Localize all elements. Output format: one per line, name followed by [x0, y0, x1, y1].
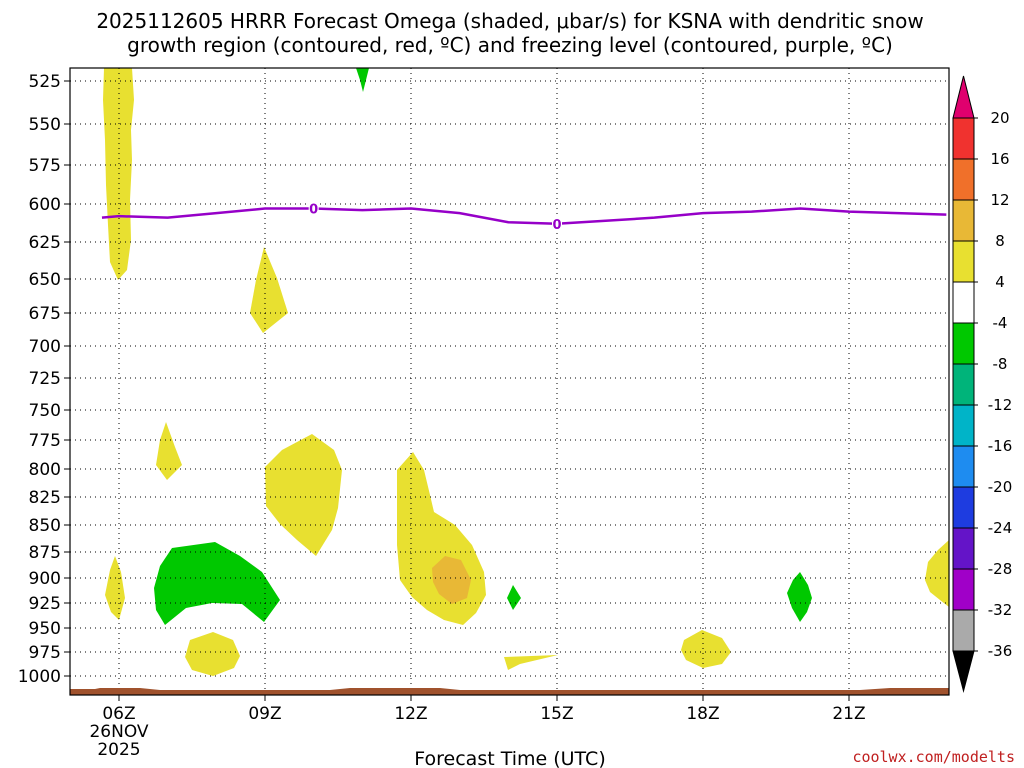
omega-region-ascent-14z-lower: [504, 655, 558, 670]
colorbar-label: 20: [990, 109, 1009, 127]
colorbar-segment: [952, 363, 975, 406]
x-tick-label: 12Z: [394, 704, 427, 724]
omega-region-ascent-23z: [925, 540, 949, 607]
y-tick-label: 600: [29, 195, 61, 215]
colorbar-label: -8: [993, 355, 1008, 373]
y-tick-label: 1000: [18, 667, 61, 687]
colorbar-segment: [952, 404, 975, 447]
colorbar-label: -4: [993, 314, 1008, 332]
plot-area: 00: [69, 67, 950, 696]
credit-text: coolwx.com/modelts: [852, 748, 1015, 766]
colorbar-segment: [952, 117, 975, 160]
colorbar-cap-bottom: [952, 650, 975, 693]
x-date-label-year: 2025: [97, 740, 140, 760]
y-tick-label: 850: [29, 516, 61, 536]
omega-region-descent-07z-09z: [154, 542, 280, 625]
x-tick-label: 21Z: [832, 704, 865, 724]
y-tick-label: 725: [29, 369, 61, 389]
omega-region-ascent-08z-lower: [185, 632, 240, 676]
omega-region-ascent-18z-lower: [681, 630, 731, 668]
colorbar-label: -24: [988, 519, 1013, 537]
omega-region-ascent-06z-lower: [105, 556, 125, 620]
colorbar-label: -28: [988, 560, 1013, 578]
y-tick-label: 525: [29, 72, 61, 92]
omega-region-descent-11z-top: [356, 68, 369, 92]
y-tick-label: 825: [29, 488, 61, 508]
y-tick-label: 800: [29, 460, 61, 480]
x-axis: 06Z 09Z 12Z 15Z 18Z 21Z: [102, 695, 866, 724]
colorbar-label: 4: [995, 273, 1005, 291]
plot-frame: [69, 67, 950, 696]
omega-region-ascent-09z-upper: [250, 247, 288, 333]
colorbar-segment: [952, 445, 975, 488]
omega-region-descent-20z: [787, 572, 812, 622]
colorbar-label: -20: [988, 478, 1013, 496]
colorbar-label: -32: [988, 601, 1013, 619]
x-tick-label: 18Z: [686, 704, 719, 724]
omega-shading: [103, 68, 949, 676]
colorbar-label: 16: [990, 150, 1009, 168]
colorbar-segment: [952, 609, 975, 652]
y-tick-label: 550: [29, 115, 61, 135]
omega-region-core-13z: [432, 556, 471, 604]
x-date-label-day: 26NOV: [89, 722, 148, 742]
y-tick-label: 875: [29, 543, 61, 563]
x-axis-title: Forecast Time (UTC): [414, 748, 605, 768]
y-tick-label: 575: [29, 156, 61, 176]
y-tick-label: 900: [29, 569, 61, 589]
freezing-label-bg: [552, 215, 562, 231]
colorbar-segment: [952, 568, 975, 611]
freezing-level-contour: [101, 207, 947, 226]
colorbar-label: -16: [988, 437, 1013, 455]
colorbar-label: 12: [990, 191, 1009, 209]
omega-region-ascent-07z: [156, 422, 182, 480]
colorbar-segment: [952, 240, 975, 283]
omega-region-descent-14z: [507, 585, 521, 610]
colorbar-segment: [952, 486, 975, 529]
omega-region-ascent-10z: [265, 434, 342, 556]
y-tick-label: 750: [29, 401, 61, 421]
freezing-level-labels: 00: [308, 200, 562, 233]
colorbar-segment: [952, 281, 975, 324]
y-tick-label: 625: [29, 233, 61, 253]
terrain-strip: [70, 688, 949, 695]
colorbar-segment: [952, 527, 975, 570]
colorbar-segment: [952, 322, 975, 365]
freezing-level-label: 0: [309, 203, 318, 218]
colorbar-segment: [952, 199, 975, 242]
colorbar-segment: [952, 158, 975, 201]
x-tick-label: 06Z: [102, 704, 135, 724]
x-tick-label: 09Z: [248, 704, 281, 724]
y-axis: 525 550 575 600 625 650 675 700 725 750 775 800 825 8…: [18, 72, 70, 687]
chart-title-line-1: 2025112605 HRRR Forecast Omega (shaded, …: [96, 9, 923, 33]
x-tick-label: 15Z: [540, 704, 573, 724]
colorbar-label: 8: [995, 232, 1005, 250]
colorbar-label: -36: [988, 642, 1013, 660]
y-tick-label: 975: [29, 643, 61, 663]
y-tick-label: 775: [29, 431, 61, 451]
y-tick-label: 700: [29, 337, 61, 357]
y-tick-label: 650: [29, 270, 61, 290]
colorbar-cap-top: [952, 75, 975, 119]
freezing-level-label: 0: [552, 218, 561, 233]
freezing-label-bg: [308, 200, 319, 216]
chart-title-line-2: growth region (contoured, red, ºC) and f…: [127, 33, 893, 57]
colorbar-label: -12: [988, 396, 1013, 414]
y-tick-label: 925: [29, 594, 61, 614]
y-tick-label: 675: [29, 304, 61, 324]
y-tick-label: 950: [29, 619, 61, 639]
colorbar: 20 16 12 8 4 -4 -8 -12 -16 -20 -24 -28 -32 -36: [952, 75, 1013, 693]
